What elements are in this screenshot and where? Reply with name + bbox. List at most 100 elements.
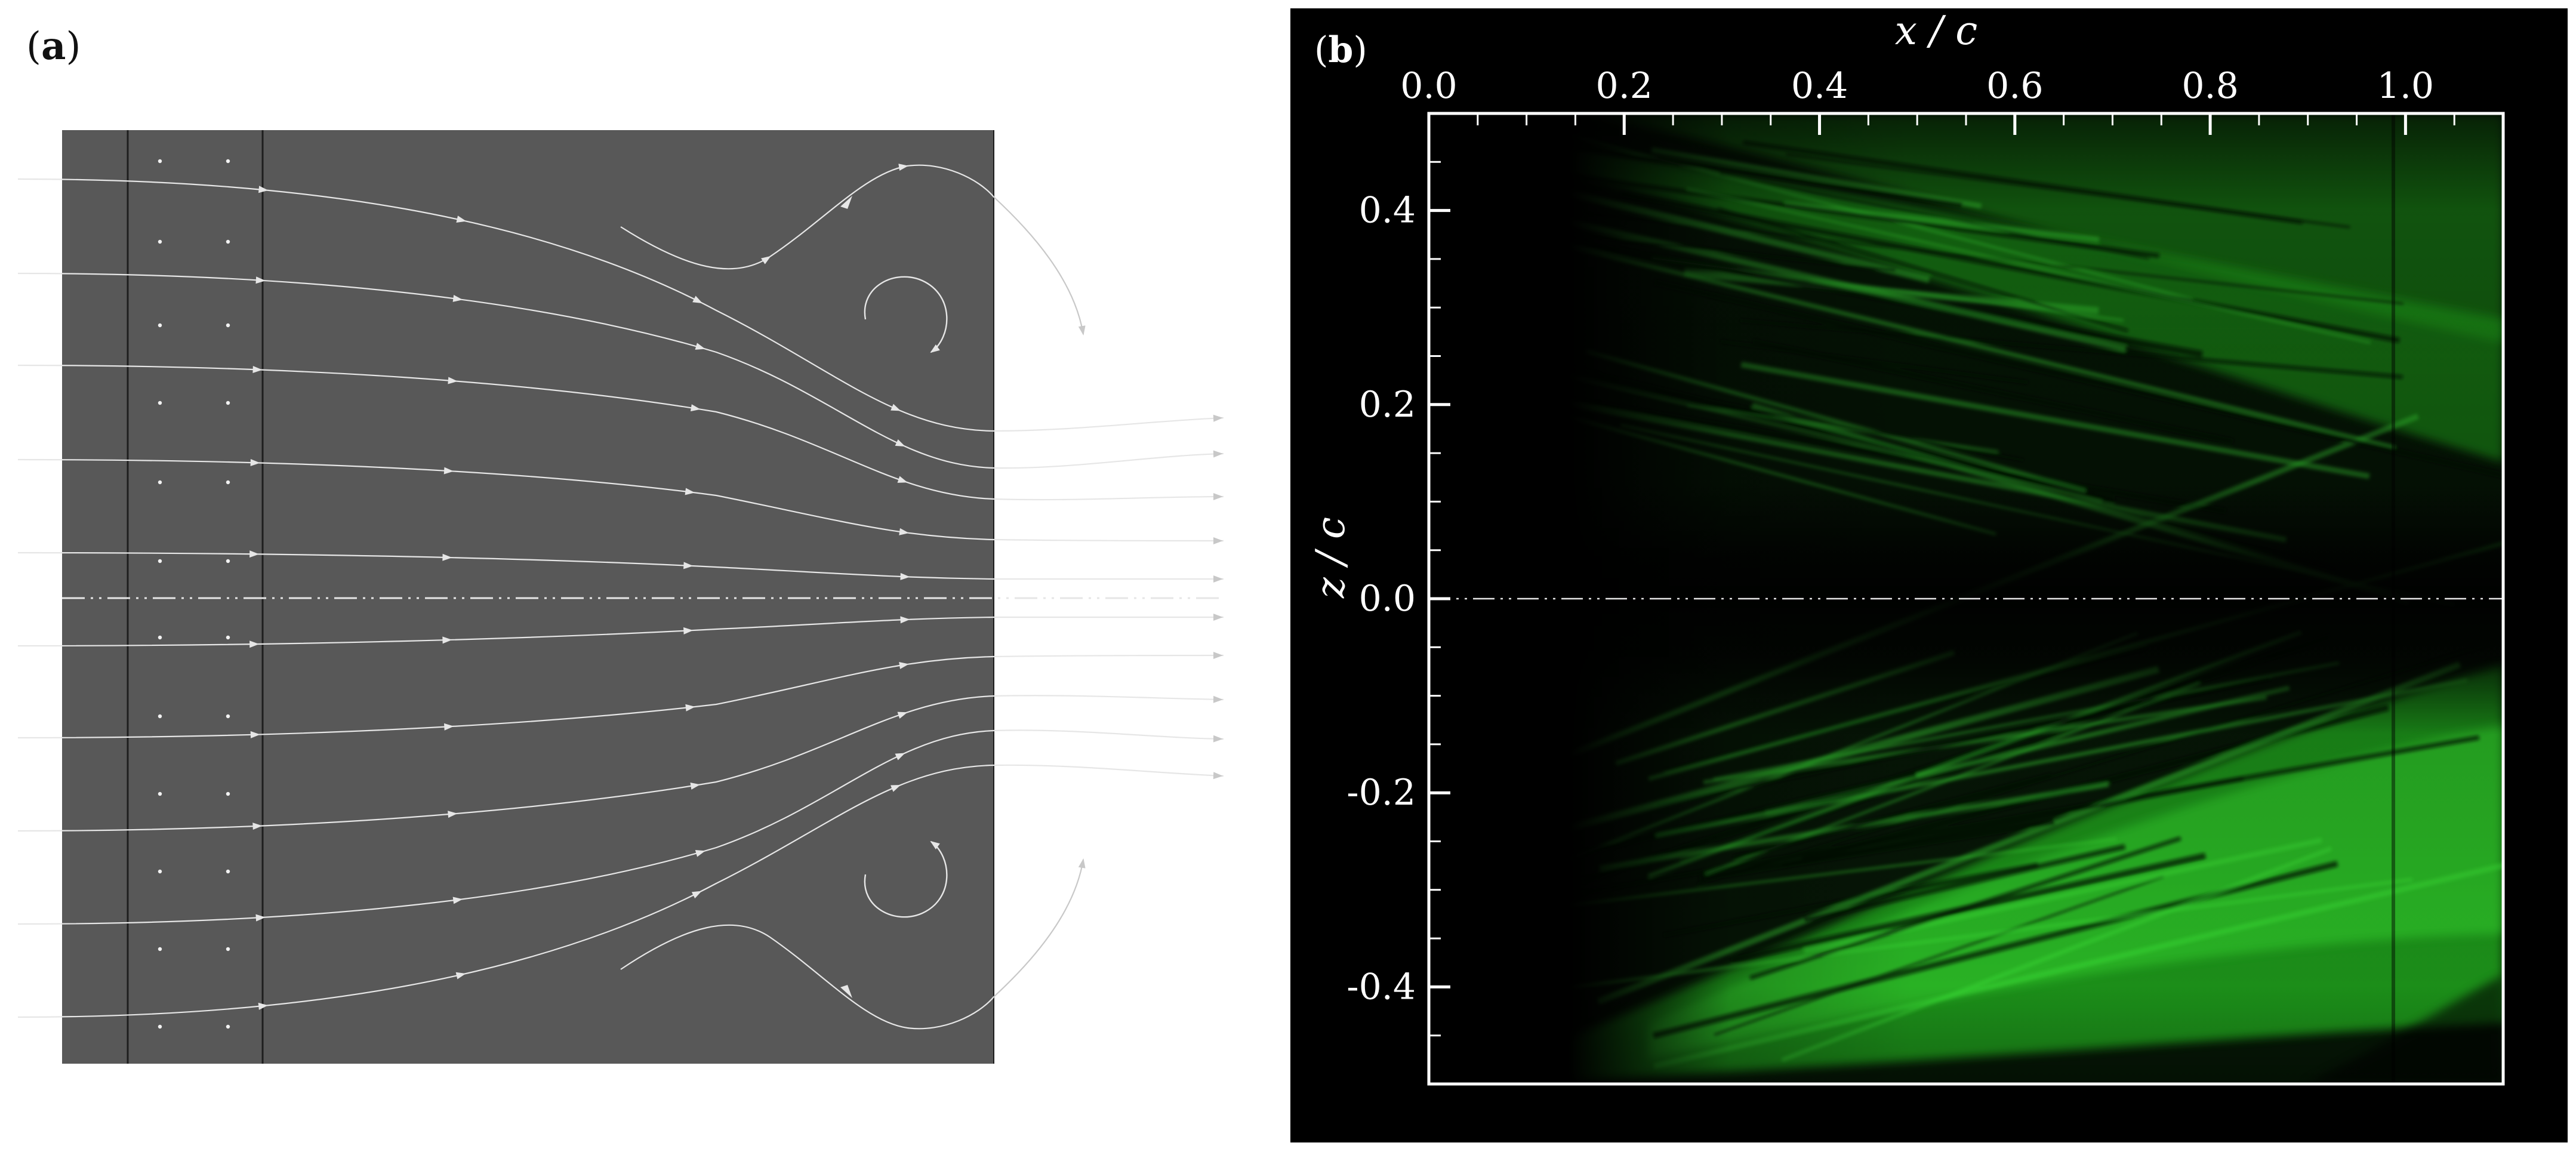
- z-tick-label: 0.4: [1359, 190, 1416, 232]
- streamline-arrowhead: [452, 295, 463, 302]
- streamline-arrowhead: [695, 343, 705, 350]
- seed-dots: [158, 159, 230, 1029]
- streamline-8: [17, 695, 1224, 832]
- seed-dot: [158, 714, 162, 719]
- streamline-arrowhead: [899, 528, 909, 535]
- streamline-arrowhead: [1213, 652, 1223, 660]
- streamline-arrowhead: [685, 704, 695, 712]
- lower-separatrix: [620, 924, 994, 1030]
- streamline-arrowhead: [249, 550, 260, 558]
- streamline-arrowhead: [1213, 493, 1223, 501]
- seed-dot: [226, 239, 230, 244]
- streamline-arrowhead: [249, 640, 260, 648]
- streamline-arrowhead: [443, 467, 454, 475]
- upper-separatrix-arrowhead: [840, 196, 852, 209]
- lower-separatrix-arrowhead: [840, 985, 852, 998]
- z-axis-ticks: 0.4 0.2 0.0 -0.2 -0.4: [1346, 112, 1450, 1085]
- seed-dot: [158, 559, 162, 563]
- flow-domain: [62, 130, 994, 1064]
- x-axis-ticks: 0.0 0.2 0.4 0.6 0.8 1.0: [1400, 65, 2504, 135]
- seed-dot: [158, 480, 162, 485]
- streamline-arrowhead: [890, 404, 901, 411]
- streamline-6: [17, 616, 1224, 647]
- seed-dot: [226, 947, 230, 951]
- streamline-arrowhead: [900, 616, 910, 624]
- z-tick-label: -0.2: [1346, 772, 1416, 814]
- streamline-arrowhead: [444, 723, 454, 731]
- streamline-arrowhead: [895, 753, 905, 760]
- streamline-arrowhead: [252, 823, 263, 830]
- panel-a-diagram: [17, 130, 1224, 1064]
- streamline-arrowhead: [1213, 414, 1224, 422]
- seed-dot: [226, 323, 230, 328]
- seed-dot: [226, 869, 230, 874]
- streamline-arrowhead: [691, 891, 702, 899]
- seed-dot: [158, 159, 162, 164]
- seed-dot: [158, 869, 162, 874]
- upper-vortex-icon: [864, 276, 948, 353]
- panel-b-label: (b): [1314, 29, 1367, 71]
- streamline-arrowhead: [456, 215, 467, 223]
- streamline-arrowhead: [685, 488, 695, 495]
- x-tick-label: 0.2: [1596, 65, 1653, 107]
- lower-vortex-icon: [864, 840, 948, 918]
- streamline-arrowhead: [683, 562, 694, 569]
- seed-dot: [226, 714, 230, 719]
- streamline-5: [17, 552, 1224, 580]
- streamline-arrowhead: [452, 897, 463, 904]
- streamline-4: [17, 458, 1224, 542]
- streamline-arrowhead: [250, 731, 260, 738]
- panel-b-flow-image: 0.0 0.2 0.4 0.6 0.8 1.0 0.4 0.2 0.0 -0.2 -0.4 (b)…: [1290, 8, 2568, 1142]
- streamline-9: [17, 729, 1224, 925]
- streamline-arrowhead: [250, 459, 260, 467]
- streamline-arrowhead: [900, 572, 910, 580]
- seed-dot: [226, 635, 230, 640]
- seed-dot: [226, 1024, 230, 1029]
- streamline-arrowhead: [692, 295, 703, 304]
- streamline-arrowhead: [448, 377, 458, 384]
- streamline-10: [17, 764, 1224, 1018]
- streamline-arrowhead: [1213, 695, 1224, 703]
- lower-right-dark-region: [2305, 975, 2503, 1084]
- seed-dot: [158, 323, 162, 328]
- z-axis-title: z / c: [1308, 517, 1354, 599]
- streamline-arrowhead: [1213, 613, 1223, 621]
- streamline-arrowhead: [695, 850, 705, 857]
- z-tick-label: -0.4: [1346, 966, 1416, 1008]
- x-tick-label: 0.8: [2181, 65, 2238, 107]
- streamline-arrowhead: [897, 712, 908, 719]
- seed-dot: [226, 480, 230, 485]
- streamline-arrowhead: [255, 914, 266, 922]
- streamline-arrowhead: [683, 627, 694, 635]
- streamline-arrowhead: [258, 186, 269, 193]
- x-axis-title: x / c: [1895, 8, 1977, 54]
- streamline-arrows: [249, 186, 1224, 1010]
- seed-dot: [158, 1024, 162, 1029]
- streamline-arrowhead: [890, 784, 901, 792]
- x-tick-label: 0.0: [1400, 65, 1457, 107]
- streamline-3: [17, 364, 1224, 501]
- upper-outside-loop: [993, 196, 1086, 335]
- streamline-arrowhead: [442, 636, 452, 644]
- x-tick-label: 0.4: [1791, 65, 1848, 107]
- panel-a-label: (a): [26, 24, 81, 69]
- upper-separatrix: [620, 164, 994, 270]
- seed-dot: [158, 635, 162, 640]
- streamline-arrowhead: [448, 811, 458, 818]
- seed-dot: [158, 401, 162, 405]
- streamline-arrowhead: [899, 661, 909, 669]
- z-tick-label: 0.2: [1359, 384, 1416, 426]
- z-tick-label: 0.0: [1359, 578, 1416, 620]
- seed-dot: [226, 401, 230, 405]
- x-tick-label: 0.6: [1986, 65, 2043, 107]
- x-tick-label: 1.0: [2377, 65, 2434, 107]
- streamline-arrowhead: [455, 972, 466, 980]
- streamline-arrowhead: [255, 276, 266, 284]
- streamline-7: [17, 654, 1224, 739]
- streamline-arrowhead: [258, 1002, 269, 1010]
- streamline-arrowhead: [1213, 735, 1224, 743]
- streamline-arrowhead: [442, 553, 452, 561]
- seed-dot: [158, 239, 162, 244]
- seed-dot: [226, 791, 230, 796]
- streamline-1: [17, 178, 1224, 432]
